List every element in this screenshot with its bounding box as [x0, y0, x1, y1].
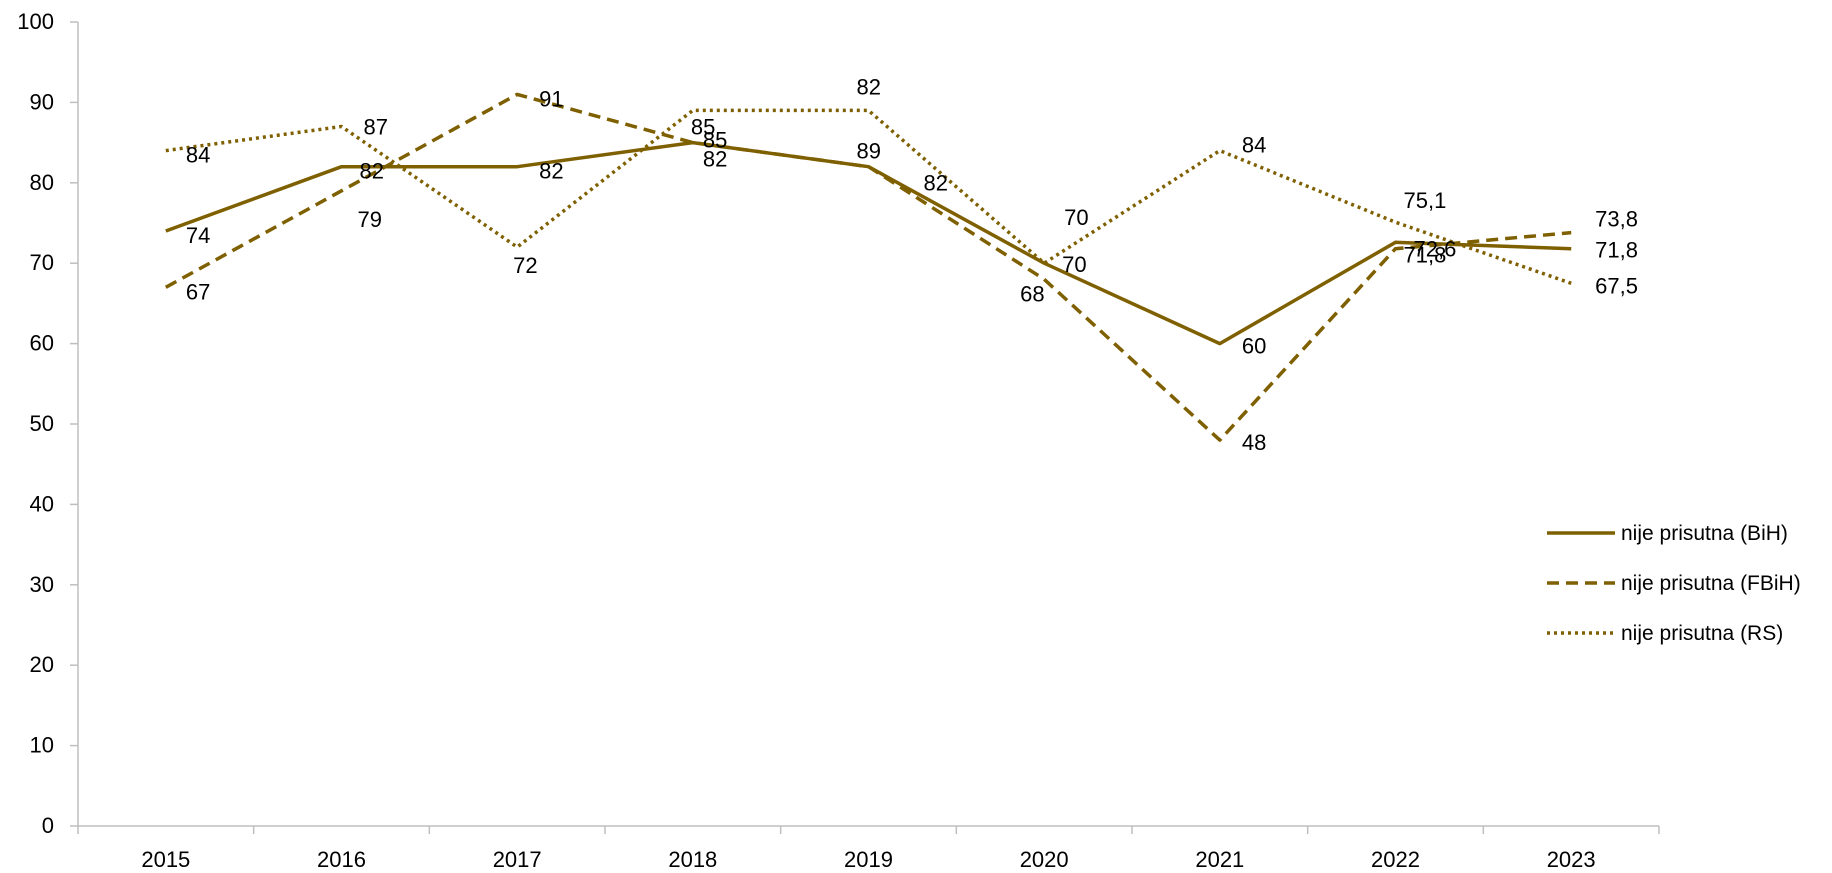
y-tick-label: 50	[30, 411, 54, 436]
y-tick-label: 10	[30, 733, 54, 758]
data-label: 85	[703, 127, 727, 152]
data-label: 60	[1242, 334, 1266, 359]
y-tick-label: 80	[30, 170, 54, 195]
chart-legend: nije prisutna (BiH) nije prisutna (FBiH) n…	[1547, 522, 1801, 645]
data-label: 87	[364, 115, 388, 140]
data-label: 75,1	[1404, 188, 1447, 213]
legend-label: nije prisutna (RS)	[1621, 622, 1783, 645]
y-tick-label: 90	[30, 89, 54, 114]
x-tick-label: 2021	[1195, 847, 1244, 872]
data-label: 82	[539, 159, 563, 184]
chart-series-lines	[164, 92, 1572, 442]
legend-label: nije prisutna (BiH)	[1621, 522, 1788, 545]
y-tick-label: 70	[30, 250, 54, 275]
data-label: 48	[1242, 430, 1266, 455]
x-tick-label: 2023	[1547, 847, 1596, 872]
data-label: 82	[703, 147, 727, 172]
data-label: 82	[857, 74, 881, 99]
data-label: 82	[360, 159, 384, 184]
data-label: 79	[358, 207, 382, 232]
data-label: 89	[857, 139, 881, 164]
data-label: 68	[1020, 281, 1044, 306]
y-tick-label: 60	[30, 331, 54, 356]
data-label: 84	[1242, 133, 1266, 158]
x-tick-label: 2016	[317, 847, 366, 872]
y-tick-label: 0	[42, 813, 54, 838]
x-tick-label: 2015	[141, 847, 190, 872]
x-tick-label: 2018	[668, 847, 717, 872]
data-label: 82	[924, 171, 948, 196]
data-label: 84	[186, 143, 210, 168]
data-label: 72,6	[1414, 236, 1457, 261]
data-label: 70	[1064, 205, 1088, 230]
x-tick-label: 2022	[1371, 847, 1420, 872]
data-label: 74	[186, 223, 210, 248]
x-tick-label: 2017	[493, 847, 542, 872]
legend-label: nije prisutna (FBiH)	[1621, 572, 1801, 595]
data-label: 67	[186, 279, 210, 304]
y-tick-label: 40	[30, 491, 54, 516]
y-tick-label: 20	[30, 652, 54, 677]
data-label: 73,8	[1595, 207, 1638, 232]
y-tick-label: 100	[17, 9, 54, 34]
x-tick-label: 2019	[844, 847, 893, 872]
data-label: 85	[691, 115, 715, 140]
data-label: 67,5	[1595, 273, 1638, 298]
data-label: 91	[539, 86, 563, 111]
data-label: 71,8	[1595, 238, 1638, 263]
data-label: 72	[513, 253, 537, 278]
data-label: 71,8	[1404, 243, 1447, 268]
data-label: 70	[1062, 252, 1086, 277]
x-tick-label: 2020	[1020, 847, 1069, 872]
y-tick-label: 30	[30, 572, 54, 597]
series-line-2	[164, 92, 1572, 442]
chart-axes: 0 10 20 30 40 50 60 70 80 90 100 2015 2016 2017 2018 20…	[17, 9, 1660, 872]
